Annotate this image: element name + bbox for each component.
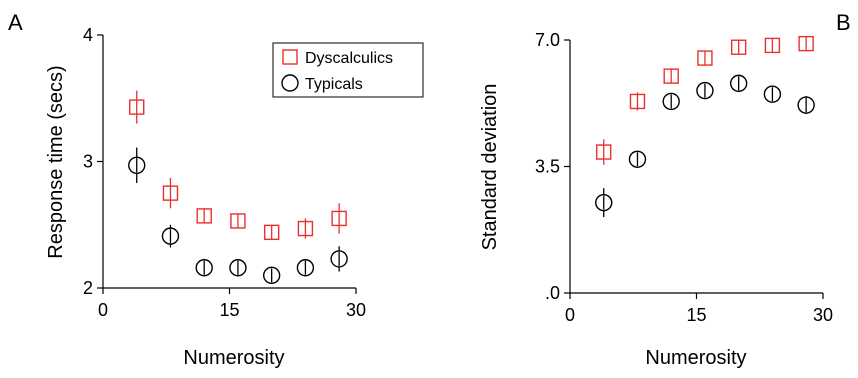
panel-a-plot: 0 15 30 2 3 4 (83, 25, 366, 320)
legend-typicals-marker (281, 74, 299, 92)
panel-b-y-tick-label: .0 (545, 283, 560, 303)
panel-a-y-tick-label: 2 (83, 278, 93, 298)
legend-typicals-label: Typicals (305, 76, 363, 93)
panel-a-x-tick-label: 15 (219, 300, 239, 320)
panel-b-y-tick-label: 7.0 (535, 30, 560, 50)
panel-a-x-tick-label: 30 (346, 300, 366, 320)
legend: Dyscalculics Typicals (272, 42, 424, 98)
legend-dyscalculics-label: Dyscalculics (305, 50, 393, 67)
panel-a-y-tick-label: 3 (83, 152, 93, 172)
panel-b-y-axis-label: Standard deviation (479, 84, 501, 251)
panel-label-a: A (8, 10, 23, 35)
panel-b-x-tick-label: 15 (686, 305, 706, 325)
panel-a-y-axis-label: Response time (secs) (45, 65, 67, 258)
panel-b-plot: 0 15 30 .0 3.5 7.0 (535, 30, 833, 325)
panel-b-y-tick-label: 3.5 (535, 157, 560, 177)
panel-label-b: B (836, 10, 851, 35)
legend-box (272, 42, 424, 98)
panel-b-x-axis-label: Numerosity (645, 347, 746, 369)
panel-b-x-tick-label: 30 (813, 305, 833, 325)
panel-a-x-axis-label: Numerosity (183, 347, 284, 369)
panel-b-x-tick-label: 0 (565, 305, 575, 325)
legend-dyscalculics-marker (282, 49, 298, 65)
panel-a-x-tick-label: 0 (98, 300, 108, 320)
panel-a-y-tick-label: 4 (83, 25, 93, 45)
